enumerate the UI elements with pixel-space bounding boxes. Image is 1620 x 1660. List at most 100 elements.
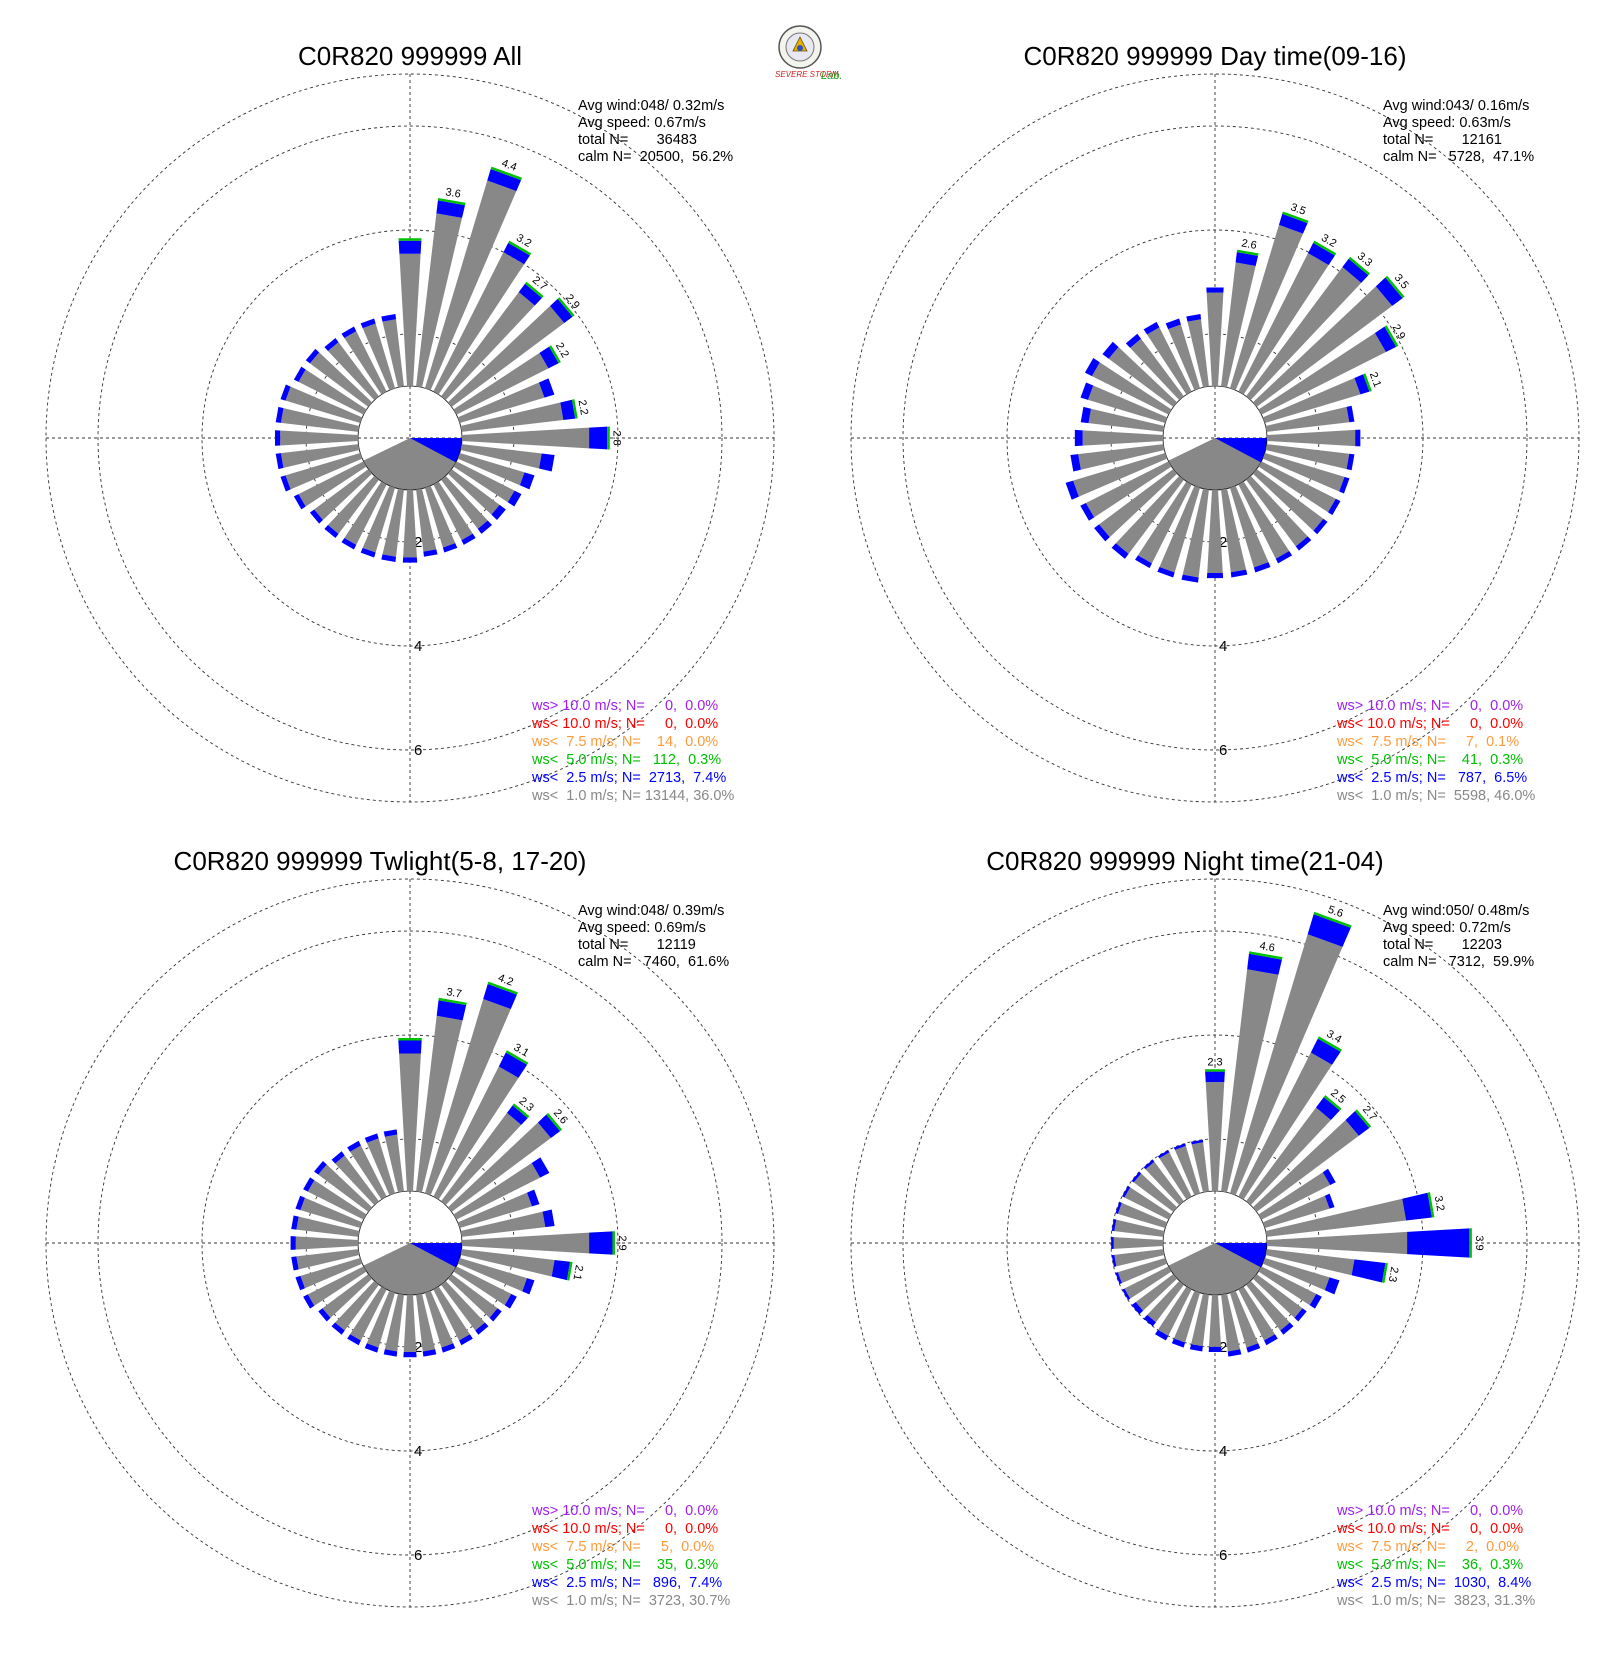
bar-segment-lt25 bbox=[381, 314, 397, 322]
bar-segment-lt1 bbox=[1206, 292, 1224, 387]
bar-segment-lt1 bbox=[350, 1145, 387, 1200]
bar-segment-lt25 bbox=[589, 426, 608, 450]
bar-segment-lt1 bbox=[1229, 934, 1343, 1196]
bar-segment-lt5 bbox=[549, 345, 561, 364]
bar-segment-lt25 bbox=[1322, 1168, 1336, 1186]
bar-segment-lt25 bbox=[1135, 555, 1152, 569]
bar-segment-lt25 bbox=[507, 490, 522, 507]
bar-segment-lt25 bbox=[1375, 277, 1403, 306]
bar-segment-lt1 bbox=[403, 489, 417, 558]
legend-entry-lt25: ws< 2.5 m/s; N= 2713, 7.4% bbox=[531, 770, 726, 786]
bar-segment-lt5 bbox=[1381, 1263, 1388, 1284]
bar-value-label: 3.9 bbox=[1473, 1235, 1485, 1250]
bar-segment-lt1 bbox=[382, 488, 404, 557]
bar-segment-lt25 bbox=[1206, 572, 1224, 579]
bar-segment-lt25 bbox=[295, 1195, 305, 1211]
legend-entry-lt75: ws< 7.5 m/s; N= 7, 0.1% bbox=[1336, 734, 1519, 750]
bar-segment-lt1 bbox=[280, 430, 359, 446]
bar-segment-lt25 bbox=[1246, 1343, 1261, 1353]
bar-segment-lt25 bbox=[305, 348, 320, 364]
bar-segment-lt25 bbox=[436, 200, 466, 218]
bar-segment-lt1 bbox=[1229, 1290, 1259, 1348]
bar-segment-lt1 bbox=[1085, 461, 1172, 518]
bar-value-label: 2.2 bbox=[576, 399, 590, 416]
bar-segment-lt1 bbox=[382, 319, 404, 388]
bar-segment-lt1 bbox=[1262, 377, 1361, 424]
bar-segment-lt25 bbox=[290, 1236, 296, 1250]
bar-segment-lt1 bbox=[1258, 1266, 1317, 1306]
bar-segment-lt5 bbox=[505, 1050, 529, 1065]
bar-segment-lt1 bbox=[447, 469, 500, 515]
bar-value-label: 3.5 bbox=[1289, 201, 1307, 218]
bar-segment-lt1 bbox=[1147, 327, 1192, 395]
bar-segment-lt1 bbox=[1209, 1294, 1221, 1347]
bar-segment-lt25 bbox=[1315, 1097, 1340, 1121]
bar-segment-lt1 bbox=[1130, 338, 1184, 401]
bar-segment-lt25 bbox=[1230, 569, 1248, 578]
bar-segment-lt1 bbox=[447, 1274, 498, 1318]
bar-segment-lt25 bbox=[441, 1343, 456, 1353]
bar-segment-lt1 bbox=[1265, 406, 1350, 432]
bar-segment-lt1 bbox=[460, 444, 542, 469]
legend-entry-gt10: ws> 10.0 m/s; N= 0, 0.0% bbox=[531, 1503, 718, 1519]
bar-segment-lt1 bbox=[441, 475, 488, 529]
bar-segment-lt25 bbox=[1295, 536, 1312, 551]
bar-segment-lt5 bbox=[487, 981, 518, 995]
bar-segment-lt1 bbox=[416, 1293, 436, 1352]
bar-segment-lt25 bbox=[423, 549, 438, 557]
bar-segment-lt25 bbox=[1253, 562, 1271, 573]
bar-segment-lt1 bbox=[1082, 430, 1164, 446]
bar-segment-lt25 bbox=[1191, 1139, 1204, 1145]
bar-segment-lt25 bbox=[537, 1114, 561, 1138]
bar-segment-lt1 bbox=[350, 1286, 387, 1341]
bar-segment-lt1 bbox=[424, 998, 511, 1196]
bar-segment-lt1 bbox=[441, 1280, 485, 1331]
bar-segment-lt25 bbox=[551, 1259, 571, 1281]
bar-segment-lt1 bbox=[1258, 461, 1336, 513]
bar-segment-lt25 bbox=[1115, 1201, 1122, 1214]
bar-segment-lt25 bbox=[1084, 358, 1100, 377]
bar-value-label: 4.4 bbox=[500, 157, 518, 174]
bar-segment-lt1 bbox=[1246, 1280, 1290, 1331]
bar-segment-lt1 bbox=[1088, 408, 1165, 432]
panel-title: C0R820 999999 Day time(09-16) bbox=[1024, 41, 1407, 71]
bar-segment-lt25 bbox=[1235, 252, 1259, 266]
legend-entry-lt1: ws< 1.0 m/s; N= 5598, 46.0% bbox=[1336, 788, 1535, 804]
bar-segment-lt1 bbox=[433, 1066, 519, 1200]
bar-segment-lt5 bbox=[1317, 1036, 1342, 1052]
bar-segment-lt1 bbox=[1221, 488, 1247, 573]
bar-segment-lt25 bbox=[1345, 1111, 1370, 1136]
bar-segment-lt1 bbox=[433, 481, 473, 541]
bar-segment-lt1 bbox=[280, 444, 360, 468]
bar-segment-lt1 bbox=[344, 331, 387, 395]
bar-value-label: 3.2 bbox=[1432, 1195, 1446, 1212]
bar-segment-lt25 bbox=[506, 1105, 528, 1125]
bar-segment-lt1 bbox=[460, 402, 564, 432]
bar-segment-lt25 bbox=[1171, 1338, 1186, 1348]
wind-rose-panel: C0R820 999999 Day time(09-16)2462.63.53.… bbox=[850, 41, 1580, 804]
bar-segment-lt25 bbox=[341, 326, 357, 339]
legend-entry-lt5: ws< 5.0 m/s; N= 41, 0.3% bbox=[1336, 752, 1523, 768]
bar-segment-lt25 bbox=[1264, 1334, 1278, 1346]
bar-segment-lt5 bbox=[1469, 1228, 1472, 1258]
bar-segment-lt25 bbox=[364, 1343, 379, 1353]
bar-segment-lt5 bbox=[546, 1112, 563, 1132]
bar-segment-lt25 bbox=[1342, 258, 1369, 283]
bar-segment-lt1 bbox=[1262, 452, 1345, 492]
bar-segment-lt5 bbox=[1355, 1109, 1372, 1129]
stat-avg-speed: Avg speed: 0.72m/s bbox=[1383, 920, 1511, 936]
bar-segment-lt25 bbox=[347, 1140, 361, 1152]
radial-grid-ring bbox=[97, 125, 723, 751]
bar-segment-lt25 bbox=[1346, 405, 1355, 423]
bar-segment-lt1 bbox=[1137, 481, 1192, 564]
bar-segment-lt25 bbox=[1157, 566, 1175, 578]
bar-segment-lt25 bbox=[1070, 454, 1081, 472]
bar-segment-lt1 bbox=[457, 452, 525, 486]
bar-segment-lt5 bbox=[1313, 911, 1352, 928]
bar-segment-lt25 bbox=[1280, 1322, 1294, 1335]
bar-segment-lt25 bbox=[1307, 242, 1335, 266]
bar-segment-lt25 bbox=[303, 1294, 315, 1309]
bar-segment-lt1 bbox=[1099, 469, 1178, 538]
bar-segment-lt1 bbox=[399, 1053, 421, 1192]
